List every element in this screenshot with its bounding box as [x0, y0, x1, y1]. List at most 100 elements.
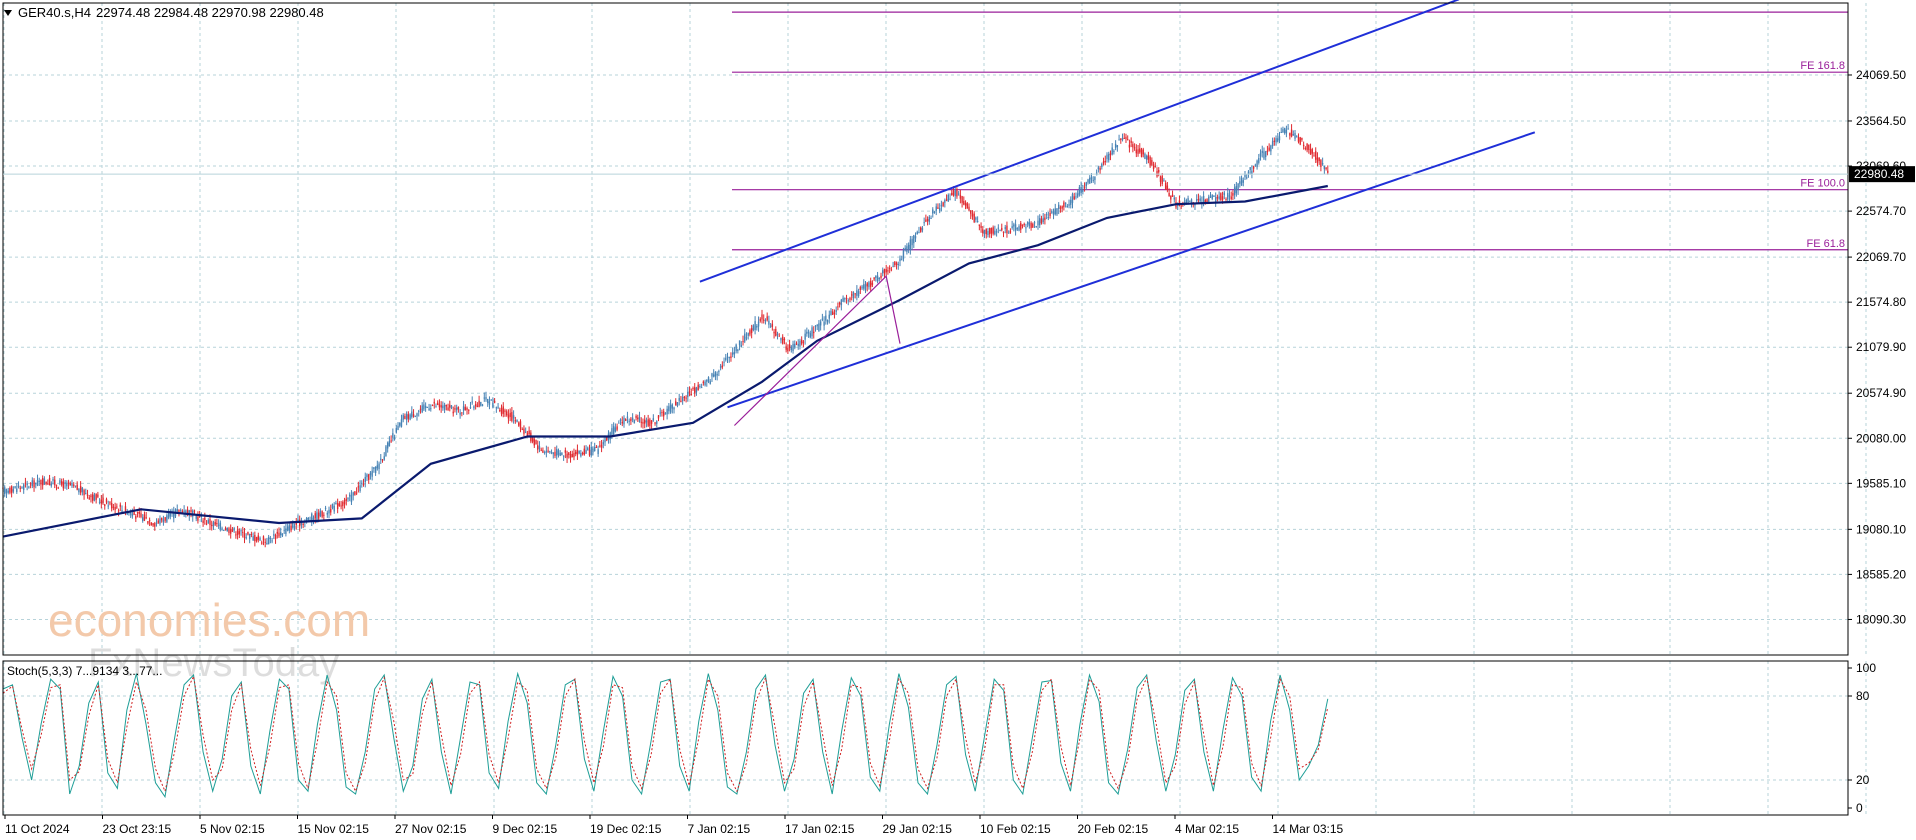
channel-lines[interactable] [699, 0, 1536, 409]
candle-body [464, 407, 466, 411]
candle-body [885, 269, 887, 273]
candle-body [311, 513, 313, 522]
candle-body [40, 480, 42, 485]
candle-body [1206, 199, 1208, 203]
candle-body [1121, 137, 1124, 141]
candle-body [863, 284, 865, 289]
candle-body [1054, 208, 1056, 215]
candle-body [217, 524, 220, 526]
candle-body [557, 450, 560, 455]
candle-body [947, 194, 949, 202]
candle-body [369, 472, 372, 476]
candle-body [60, 481, 63, 485]
candle-body [956, 189, 958, 197]
candle-body [854, 293, 856, 295]
candle-body [169, 511, 172, 517]
candle-body [633, 419, 636, 424]
candle-body [744, 333, 746, 342]
candle-body [95, 493, 97, 500]
candle-body [823, 321, 825, 326]
x-tick-label: 14 Mar 03:15 [1273, 822, 1344, 836]
candle-body [1187, 198, 1189, 203]
candle-body [678, 398, 680, 401]
candle-body [1270, 145, 1272, 152]
candle-body [1128, 144, 1131, 148]
candle-body [114, 506, 116, 510]
candle-body [1249, 167, 1251, 171]
candle-body [719, 366, 722, 368]
stoch-title: Stoch(5,3,3) 7...9134 3...77... [7, 664, 162, 678]
candle-body [43, 478, 46, 485]
candle-body [198, 515, 201, 517]
candle-body [1268, 147, 1270, 151]
fibonacci-levels[interactable]: FE 161.8 FE 100.0 FE 61.8 [732, 11, 1848, 251]
candle-body [1078, 187, 1081, 195]
candle-body [48, 478, 51, 486]
candle-body [240, 530, 242, 532]
candle-body [1287, 128, 1289, 130]
collapse-icon[interactable] [4, 10, 12, 16]
candle-body [652, 418, 655, 421]
candle-body [492, 402, 494, 408]
candle-body [907, 244, 910, 250]
candle-body [1102, 161, 1105, 164]
candle-body [1220, 193, 1222, 201]
candle-body [852, 291, 855, 299]
candle-body [481, 404, 484, 406]
candle-body [450, 405, 453, 409]
candle-body [1154, 166, 1156, 168]
candle-body [343, 500, 346, 505]
candle-body [766, 316, 768, 321]
watermark-economies: economies.com [48, 594, 370, 646]
candle-body [1266, 150, 1269, 152]
candle-body [750, 328, 753, 333]
candle-body [578, 450, 580, 454]
candle-body [895, 262, 898, 266]
candle-body [844, 298, 846, 300]
candle-body [1014, 224, 1017, 231]
candle-body [228, 528, 230, 533]
candle-body [1177, 204, 1179, 206]
candle-body [449, 404, 451, 408]
fib-level-label: FE 100.0 [1800, 178, 1845, 190]
candle-body [1239, 181, 1241, 184]
candle-body [859, 287, 862, 290]
candle-body [461, 412, 463, 414]
candle-body [735, 344, 737, 352]
candle-body [1002, 231, 1005, 233]
candle-body [512, 415, 515, 419]
candle-body [117, 510, 120, 512]
candle-body [1223, 192, 1225, 196]
candle-body [1232, 193, 1234, 196]
candle-body [914, 236, 917, 239]
candle-body [1158, 170, 1160, 173]
candle-body [490, 399, 492, 401]
candle-body [1059, 207, 1062, 209]
candle-body [949, 198, 951, 200]
candle-body [664, 413, 667, 415]
candle-body [713, 374, 715, 377]
candle-body [1073, 196, 1075, 200]
candle-body [587, 447, 589, 451]
candle-body [866, 283, 868, 287]
candle-body [593, 447, 596, 452]
candle-body [1030, 222, 1032, 228]
candle-body [45, 481, 47, 484]
candle-body [978, 224, 981, 226]
candle-body [1194, 203, 1196, 206]
abc-wave-line [733, 274, 901, 426]
candle-body [1166, 185, 1169, 190]
candle-body [104, 504, 106, 507]
candle-body [57, 487, 59, 489]
candle-body [644, 419, 646, 424]
candle-body [62, 481, 65, 489]
stoch-y-tick-label: 80 [1856, 689, 1870, 703]
candle-body [233, 527, 235, 531]
candle-body [1233, 187, 1236, 196]
candle-body [135, 516, 137, 519]
candle-body [495, 407, 498, 409]
candle-body [92, 494, 94, 501]
abc-wave[interactable] [733, 274, 901, 426]
candle-body [328, 509, 330, 514]
